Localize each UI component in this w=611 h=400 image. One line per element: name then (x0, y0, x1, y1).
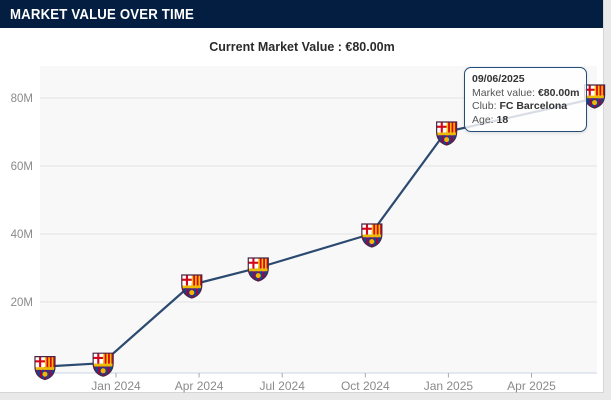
y-axis-tick-label: 60M (11, 161, 33, 173)
chart-tooltip: 09/06/2025 Market value: €80.00m Club: F… (464, 67, 588, 132)
tooltip-age: Age: 18 (472, 113, 509, 126)
data-point-marker[interactable] (437, 122, 457, 145)
tooltip-date: 09/06/2025 (472, 73, 525, 85)
market-value-panel: MARKET VALUE OVER TIME Current Market Va… (0, 0, 604, 393)
data-point-marker[interactable] (248, 258, 268, 281)
x-axis-tick-label: Jan 2024 (91, 379, 141, 393)
page-title: MARKET VALUE OVER TIME (10, 5, 195, 23)
y-axis-tick-label: 20M (11, 297, 33, 309)
tooltip-market-value: Market value: €80.00m (472, 86, 580, 99)
data-point-marker-selected[interactable] (585, 85, 605, 108)
data-point-marker[interactable] (362, 224, 382, 247)
y-axis-tick-label: 40M (11, 229, 33, 241)
x-axis-tick-label: Apr 2025 (507, 379, 556, 393)
x-axis-tick-label: Oct 2024 (341, 379, 390, 393)
x-axis-tick-label: Jan 2025 (424, 379, 474, 393)
x-axis-tick-label: Apr 2024 (175, 379, 224, 393)
data-point-marker[interactable] (35, 357, 55, 380)
y-axis-tick-label: 80M (11, 93, 33, 105)
data-point-marker[interactable] (182, 275, 202, 298)
section-header: MARKET VALUE OVER TIME (0, 0, 603, 28)
tooltip-club: Club: FC Barcelona (472, 100, 568, 112)
current-market-value-text: Current Market Value : €80.00m (209, 40, 395, 54)
chart-section: Current Market Value : €80.00m 20M 40M 60M… (0, 28, 604, 393)
data-point-marker[interactable] (93, 353, 113, 376)
x-axis-tick-label: Jul 2024 (260, 379, 306, 393)
